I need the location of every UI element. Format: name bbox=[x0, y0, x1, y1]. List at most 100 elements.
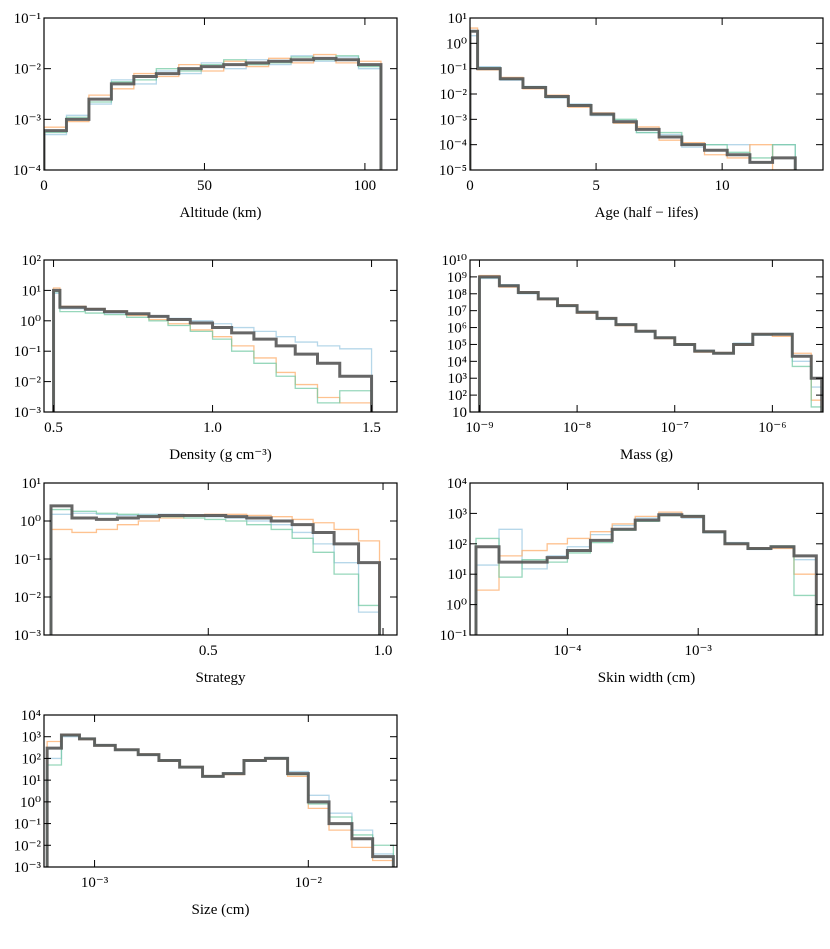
histogram-step bbox=[44, 56, 383, 170]
y-tick-label: 10¹ bbox=[22, 283, 42, 299]
axes-frame bbox=[43, 714, 398, 868]
axes-frame bbox=[43, 17, 398, 171]
plot-area bbox=[44, 53, 383, 170]
histogram-step bbox=[49, 504, 382, 635]
y-tick-label: 10¹ bbox=[22, 773, 42, 789]
axes-frame bbox=[43, 259, 398, 413]
y-tick-label: 10¹ bbox=[448, 11, 468, 27]
histogram-step bbox=[478, 274, 823, 412]
y-tick-label: 10² bbox=[448, 537, 468, 553]
y-tick-label: 10⁰ bbox=[446, 598, 467, 614]
x-tick-label: 10⁻² bbox=[295, 875, 323, 891]
x-tick-label: 1.0 bbox=[203, 420, 222, 436]
histogram-step bbox=[470, 27, 796, 170]
y-tick-label: 10² bbox=[448, 388, 468, 404]
y-tick-label: 10¹⁰ bbox=[441, 253, 467, 269]
y-tick-label: 10⁻² bbox=[14, 62, 42, 78]
y-tick-label: 10⁻³ bbox=[14, 405, 42, 421]
x-tick-label: 10⁻⁶ bbox=[758, 420, 786, 436]
y-tick-label: 10³ bbox=[22, 730, 42, 746]
histogram-step bbox=[50, 508, 381, 635]
y-tick-label: 10⁻² bbox=[14, 375, 42, 391]
histogram-step bbox=[478, 277, 823, 412]
histogram-step bbox=[52, 287, 373, 412]
histogram-step bbox=[470, 35, 796, 170]
x-axis-label: Strategy bbox=[196, 670, 246, 686]
y-tick-label: 10⁻⁴ bbox=[13, 163, 41, 179]
y-tick-label: 10⁻¹ bbox=[14, 552, 41, 568]
plot-area bbox=[474, 511, 818, 635]
x-tick-label: 0.5 bbox=[44, 420, 63, 436]
histogram-step bbox=[44, 55, 382, 170]
histogram-step bbox=[46, 733, 395, 867]
histogram-step bbox=[470, 29, 797, 170]
y-tick-label: 10⁰ bbox=[20, 795, 41, 811]
y-tick-label: 10⁴ bbox=[21, 708, 41, 724]
x-tick-label: 5 bbox=[592, 178, 600, 194]
x-tick-label: 0 bbox=[466, 178, 474, 194]
histogram-step bbox=[475, 514, 817, 635]
panel: 10⁻⁴ 10⁻³ 10⁻² 10⁻¹ 0 50 100 Altitude (km) bbox=[13, 11, 398, 221]
x-tick-label: 1.5 bbox=[362, 420, 381, 436]
plot-area bbox=[477, 274, 823, 412]
x-tick-label: 100 bbox=[354, 178, 377, 194]
x-axis-label: Age (half − lifes) bbox=[595, 205, 699, 221]
axes-frame bbox=[469, 17, 824, 171]
y-tick-label: 10 bbox=[452, 405, 467, 421]
x-axis-label: Altitude (km) bbox=[179, 205, 261, 221]
x-tick-label: 10⁻⁹ bbox=[465, 420, 493, 436]
y-tick-label: 10⁻³ bbox=[14, 112, 42, 128]
y-tick-label: 10⁻² bbox=[440, 87, 468, 103]
y-tick-label: 10⁻¹ bbox=[440, 628, 467, 644]
panel: 10⁻³ 10⁻² 10⁻¹ 10⁰ 10¹ 10² 10³ 10⁴ 10⁻³ 10⁻² Size … bbox=[14, 708, 398, 918]
y-tick-label: 10⁻³ bbox=[14, 860, 42, 876]
y-tick-label: 10⁹ bbox=[447, 270, 467, 286]
y-tick-label: 10⁻² bbox=[14, 838, 42, 854]
y-tick-label: 10⁰ bbox=[20, 514, 41, 530]
y-tick-label: 10⁴ bbox=[447, 476, 467, 492]
y-tick-label: 10⁻⁴ bbox=[439, 138, 467, 154]
y-tick-label: 10² bbox=[22, 751, 42, 767]
plot-area bbox=[52, 287, 374, 412]
x-tick-label: 10⁻⁸ bbox=[563, 420, 591, 436]
x-axis-label: Size (cm) bbox=[192, 902, 250, 918]
histogram-step bbox=[477, 275, 823, 412]
panel: 10⁻⁵ 10⁻⁴ 10⁻³ 10⁻² 10⁻¹ 10⁰ 10¹ 0 5 10 Age (half … bbox=[439, 11, 824, 221]
y-tick-label: 10⁴ bbox=[447, 354, 467, 370]
histogram-step bbox=[475, 512, 817, 635]
y-tick-label: 10⁰ bbox=[446, 36, 467, 52]
histogram-step bbox=[475, 511, 817, 635]
histogram-step bbox=[478, 277, 823, 412]
x-tick-label: 50 bbox=[197, 178, 212, 194]
y-tick-label: 10⁶ bbox=[447, 321, 467, 337]
histogram-step bbox=[44, 55, 382, 170]
y-tick-label: 10⁵ bbox=[447, 337, 467, 353]
x-axis-label: Skin width (cm) bbox=[598, 670, 696, 686]
panel: 10⁻³ 10⁻² 10⁻¹ 10⁰ 10¹ 0.5 1.0 Strategy bbox=[14, 476, 398, 686]
histogram-step bbox=[46, 736, 395, 867]
x-tick-label: 10 bbox=[715, 178, 730, 194]
x-axis-label: Mass (g) bbox=[620, 447, 673, 463]
y-tick-label: 10² bbox=[22, 253, 42, 269]
y-tick-label: 10⁻¹ bbox=[14, 344, 41, 360]
plot-area bbox=[470, 27, 797, 170]
y-tick-label: 10⁸ bbox=[447, 287, 467, 303]
y-tick-label: 10⁷ bbox=[447, 304, 467, 320]
histogram-step bbox=[45, 733, 395, 867]
x-tick-label: 10⁻³ bbox=[684, 643, 712, 659]
histogram-step bbox=[470, 30, 796, 170]
y-tick-label: 10³ bbox=[448, 371, 468, 387]
panel: 10⁻³ 10⁻² 10⁻¹ 10⁰ 10¹ 10² 0.5 1.0 1.5 Density (g… bbox=[14, 253, 398, 463]
axes-frame bbox=[469, 482, 824, 636]
x-tick-label: 10⁻³ bbox=[81, 875, 109, 891]
histogram-step bbox=[52, 291, 373, 412]
x-tick-label: 10⁻⁴ bbox=[553, 643, 581, 659]
histogram-step bbox=[474, 513, 818, 635]
x-tick-label: 1.0 bbox=[374, 643, 393, 659]
y-tick-label: 10⁻¹ bbox=[14, 11, 41, 27]
panel: 10⁻¹ 10⁰ 10¹ 10² 10³ 10⁴ 10⁻⁴ 10⁻³ Skin width (c… bbox=[440, 476, 824, 686]
plot-area bbox=[49, 504, 382, 635]
histogram-step bbox=[52, 288, 374, 412]
y-tick-label: 10⁻¹ bbox=[440, 62, 467, 78]
